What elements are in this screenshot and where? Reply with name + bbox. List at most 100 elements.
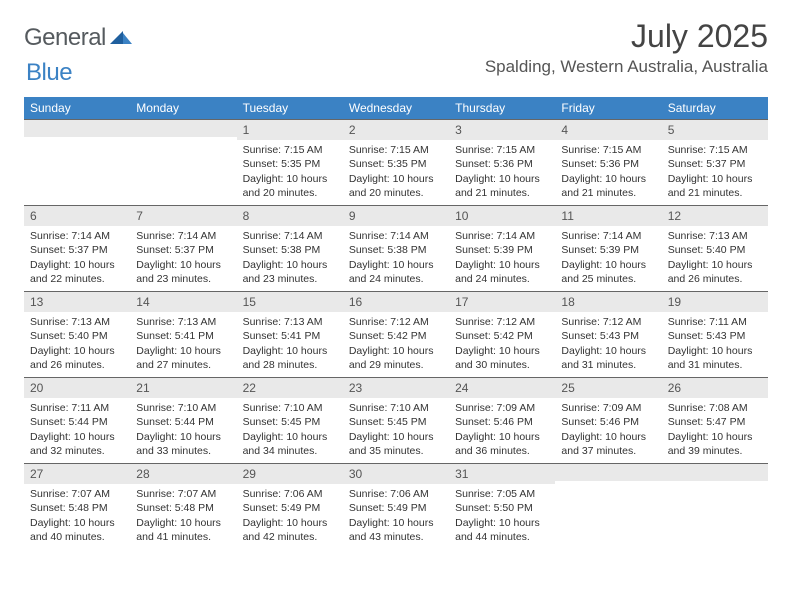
calendar-day-cell: 22Sunrise: 7:10 AMSunset: 5:45 PMDayligh… [237, 377, 343, 463]
day-body: Sunrise: 7:07 AMSunset: 5:48 PMDaylight:… [130, 484, 236, 548]
sunset-text: Sunset: 5:39 PM [455, 243, 549, 257]
sunset-text: Sunset: 5:47 PM [668, 415, 762, 429]
sunset-text: Sunset: 5:36 PM [455, 157, 549, 171]
daylight-text: and 33 minutes. [136, 444, 230, 458]
day-number: 9 [343, 205, 449, 226]
sunrise-text: Sunrise: 7:14 AM [136, 229, 230, 243]
day-number [24, 119, 130, 137]
sunrise-text: Sunrise: 7:15 AM [349, 143, 443, 157]
day-body: Sunrise: 7:13 AMSunset: 5:40 PMDaylight:… [662, 226, 768, 290]
location-text: Spalding, Western Australia, Australia [485, 57, 768, 77]
calendar-day-cell: 4Sunrise: 7:15 AMSunset: 5:36 PMDaylight… [555, 119, 661, 205]
day-body: Sunrise: 7:08 AMSunset: 5:47 PMDaylight:… [662, 398, 768, 462]
daylight-text: and 31 minutes. [561, 358, 655, 372]
calendar-day-cell: 29Sunrise: 7:06 AMSunset: 5:49 PMDayligh… [237, 463, 343, 549]
daylight-text: Daylight: 10 hours [561, 172, 655, 186]
sunset-text: Sunset: 5:48 PM [30, 501, 124, 515]
weekday-header-row: Sunday Monday Tuesday Wednesday Thursday… [24, 97, 768, 119]
day-number: 13 [24, 291, 130, 312]
daylight-text: Daylight: 10 hours [136, 516, 230, 530]
sunrise-text: Sunrise: 7:11 AM [30, 401, 124, 415]
day-body: Sunrise: 7:14 AMSunset: 5:37 PMDaylight:… [24, 226, 130, 290]
daylight-text: and 20 minutes. [243, 186, 337, 200]
day-number: 15 [237, 291, 343, 312]
daylight-text: and 30 minutes. [455, 358, 549, 372]
calendar-day-cell: 30Sunrise: 7:06 AMSunset: 5:49 PMDayligh… [343, 463, 449, 549]
sunset-text: Sunset: 5:40 PM [30, 329, 124, 343]
sunset-text: Sunset: 5:46 PM [561, 415, 655, 429]
calendar-day-cell: 3Sunrise: 7:15 AMSunset: 5:36 PMDaylight… [449, 119, 555, 205]
sunset-text: Sunset: 5:41 PM [243, 329, 337, 343]
day-body: Sunrise: 7:12 AMSunset: 5:43 PMDaylight:… [555, 312, 661, 376]
weekday-header: Friday [555, 97, 661, 119]
calendar-day-cell: 20Sunrise: 7:11 AMSunset: 5:44 PMDayligh… [24, 377, 130, 463]
sunset-text: Sunset: 5:38 PM [349, 243, 443, 257]
daylight-text: and 35 minutes. [349, 444, 443, 458]
daylight-text: and 26 minutes. [30, 358, 124, 372]
daylight-text: and 24 minutes. [349, 272, 443, 286]
sunrise-text: Sunrise: 7:08 AM [668, 401, 762, 415]
day-number: 14 [130, 291, 236, 312]
sunrise-text: Sunrise: 7:13 AM [30, 315, 124, 329]
sunrise-text: Sunrise: 7:15 AM [455, 143, 549, 157]
sunset-text: Sunset: 5:35 PM [243, 157, 337, 171]
calendar-week-row: 20Sunrise: 7:11 AMSunset: 5:44 PMDayligh… [24, 377, 768, 463]
day-number: 30 [343, 463, 449, 484]
day-number: 11 [555, 205, 661, 226]
day-number: 6 [24, 205, 130, 226]
daylight-text: Daylight: 10 hours [349, 516, 443, 530]
sunset-text: Sunset: 5:42 PM [349, 329, 443, 343]
daylight-text: Daylight: 10 hours [243, 172, 337, 186]
day-number: 16 [343, 291, 449, 312]
daylight-text: and 23 minutes. [136, 272, 230, 286]
calendar-week-row: 1Sunrise: 7:15 AMSunset: 5:35 PMDaylight… [24, 119, 768, 205]
sunrise-text: Sunrise: 7:05 AM [455, 487, 549, 501]
day-body: Sunrise: 7:14 AMSunset: 5:38 PMDaylight:… [343, 226, 449, 290]
sunrise-text: Sunrise: 7:09 AM [561, 401, 655, 415]
calendar-day-cell: 9Sunrise: 7:14 AMSunset: 5:38 PMDaylight… [343, 205, 449, 291]
sunset-text: Sunset: 5:37 PM [30, 243, 124, 257]
sunrise-text: Sunrise: 7:06 AM [243, 487, 337, 501]
sunset-text: Sunset: 5:35 PM [349, 157, 443, 171]
daylight-text: and 20 minutes. [349, 186, 443, 200]
calendar-day-cell: 14Sunrise: 7:13 AMSunset: 5:41 PMDayligh… [130, 291, 236, 377]
daylight-text: Daylight: 10 hours [136, 258, 230, 272]
day-number: 7 [130, 205, 236, 226]
calendar-table: Sunday Monday Tuesday Wednesday Thursday… [24, 97, 768, 549]
sunrise-text: Sunrise: 7:14 AM [243, 229, 337, 243]
daylight-text: Daylight: 10 hours [455, 516, 549, 530]
daylight-text: Daylight: 10 hours [668, 344, 762, 358]
calendar-day-cell: 25Sunrise: 7:09 AMSunset: 5:46 PMDayligh… [555, 377, 661, 463]
calendar-day-cell: 24Sunrise: 7:09 AMSunset: 5:46 PMDayligh… [449, 377, 555, 463]
daylight-text: Daylight: 10 hours [349, 172, 443, 186]
calendar-day-cell: 2Sunrise: 7:15 AMSunset: 5:35 PMDaylight… [343, 119, 449, 205]
day-body: Sunrise: 7:14 AMSunset: 5:38 PMDaylight:… [237, 226, 343, 290]
sunset-text: Sunset: 5:40 PM [668, 243, 762, 257]
sunset-text: Sunset: 5:45 PM [243, 415, 337, 429]
sunset-text: Sunset: 5:38 PM [243, 243, 337, 257]
daylight-text: and 23 minutes. [243, 272, 337, 286]
day-body: Sunrise: 7:15 AMSunset: 5:36 PMDaylight:… [449, 140, 555, 204]
day-number: 18 [555, 291, 661, 312]
sunrise-text: Sunrise: 7:15 AM [561, 143, 655, 157]
daylight-text: Daylight: 10 hours [243, 516, 337, 530]
day-body: Sunrise: 7:13 AMSunset: 5:41 PMDaylight:… [237, 312, 343, 376]
day-body: Sunrise: 7:07 AMSunset: 5:48 PMDaylight:… [24, 484, 130, 548]
day-number: 20 [24, 377, 130, 398]
weekday-header: Thursday [449, 97, 555, 119]
day-body: Sunrise: 7:10 AMSunset: 5:45 PMDaylight:… [237, 398, 343, 462]
calendar-day-cell: 6Sunrise: 7:14 AMSunset: 5:37 PMDaylight… [24, 205, 130, 291]
day-number: 22 [237, 377, 343, 398]
calendar-week-row: 27Sunrise: 7:07 AMSunset: 5:48 PMDayligh… [24, 463, 768, 549]
daylight-text: Daylight: 10 hours [30, 258, 124, 272]
day-number [130, 119, 236, 137]
day-number: 2 [343, 119, 449, 140]
day-number: 12 [662, 205, 768, 226]
weekday-header: Monday [130, 97, 236, 119]
sunset-text: Sunset: 5:48 PM [136, 501, 230, 515]
daylight-text: Daylight: 10 hours [561, 258, 655, 272]
sunset-text: Sunset: 5:45 PM [349, 415, 443, 429]
brand-mark-icon [110, 27, 132, 50]
daylight-text: Daylight: 10 hours [455, 344, 549, 358]
day-body: Sunrise: 7:15 AMSunset: 5:35 PMDaylight:… [343, 140, 449, 204]
